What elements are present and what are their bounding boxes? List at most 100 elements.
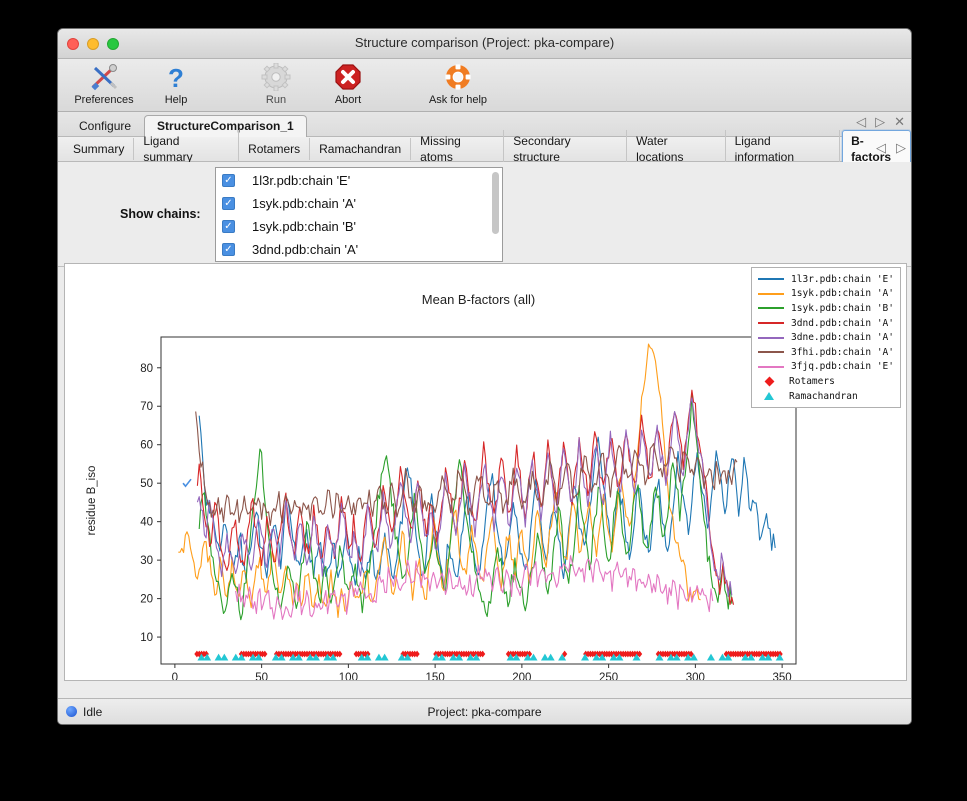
ramachandran-marker bbox=[203, 653, 212, 661]
legend-item: 1syk.pdb:chain 'B' bbox=[756, 301, 894, 316]
legend-line-swatch bbox=[758, 322, 785, 325]
ramachandran-marker bbox=[403, 653, 412, 661]
ramachandran-marker bbox=[523, 653, 532, 661]
ramachandran-marker bbox=[529, 653, 538, 661]
tab-b-factors[interactable]: B-factors bbox=[842, 130, 911, 168]
chain-list-item[interactable]: ✓ 1syk.pdb:chain 'B' bbox=[216, 216, 502, 237]
tab-secondary-structure[interactable]: Secondary structure bbox=[504, 130, 628, 168]
rotamer-marker bbox=[636, 650, 643, 658]
ramachandran-marker bbox=[741, 653, 750, 661]
preferences-button[interactable]: Preferences bbox=[68, 59, 140, 111]
checkmark-icon bbox=[182, 478, 192, 488]
inner-tab-prev-icon[interactable]: ◁ bbox=[876, 140, 886, 155]
minimize-window-button[interactable] bbox=[87, 38, 99, 50]
chain-checkbox[interactable]: ✓ bbox=[222, 197, 235, 210]
ramachandran-marker bbox=[546, 653, 555, 661]
window-title: Structure comparison (Project: pka-compa… bbox=[354, 35, 615, 50]
legend-label: 3fhi.pdb:chain 'A' bbox=[791, 346, 894, 358]
ask-for-help-button[interactable]: Ask for help bbox=[412, 59, 504, 111]
tab-ramachandran[interactable]: Ramachandran bbox=[310, 138, 412, 160]
legend-line-swatch bbox=[758, 292, 785, 295]
y-tick-label: 70 bbox=[140, 401, 153, 413]
legend-line-swatch bbox=[758, 351, 785, 354]
tab-water-locations[interactable]: Water locations bbox=[627, 130, 726, 168]
rotamer-marker bbox=[562, 650, 568, 658]
legend-label: 1l3r.pdb:chain 'E' bbox=[791, 273, 894, 285]
ramachandran-marker bbox=[197, 653, 206, 661]
toolbar-spacer bbox=[212, 59, 240, 111]
ramachandran-marker bbox=[437, 653, 446, 661]
legend-label: 3dnd.pdb:chain 'A' bbox=[791, 317, 894, 329]
chain-list-item[interactable]: ✓ 3dnd.pdb:chain 'A' bbox=[216, 239, 502, 260]
outer-tab-next-icon[interactable]: ▷ bbox=[875, 114, 886, 129]
x-tick-label: 100 bbox=[339, 672, 358, 681]
ramachandran-marker bbox=[747, 653, 756, 661]
tab-configure[interactable]: Configure bbox=[79, 119, 132, 133]
chain-list-scrollbar[interactable] bbox=[492, 172, 499, 234]
legend-label: Ramachandran bbox=[789, 390, 858, 402]
ramachandran-marker bbox=[294, 653, 303, 661]
abort-button[interactable]: Abort bbox=[312, 59, 384, 111]
x-tick-label: 350 bbox=[773, 672, 792, 681]
legend-item: 3fhi.pdb:chain 'A' bbox=[756, 345, 894, 360]
outer-tab-nav: ◁ ▷ ✕ bbox=[856, 115, 905, 128]
chain-checkbox[interactable]: ✓ bbox=[222, 220, 235, 233]
ramachandran-marker bbox=[666, 653, 675, 661]
close-window-button[interactable] bbox=[67, 38, 79, 50]
ramachandran-marker bbox=[254, 653, 263, 661]
tab-ligand-summary[interactable]: Ligand summary bbox=[134, 130, 240, 168]
x-tick-label: 300 bbox=[686, 672, 705, 681]
ramachandran-marker bbox=[672, 653, 681, 661]
tab-missing-atoms[interactable]: Missing atoms bbox=[411, 130, 505, 168]
y-tick-label: 10 bbox=[140, 632, 153, 644]
legend-label: Rotamers bbox=[789, 375, 835, 387]
zoom-window-button[interactable] bbox=[107, 38, 119, 50]
tab-structurecomparison-1[interactable]: StructureComparison_1 bbox=[144, 115, 307, 137]
chain-checkbox[interactable]: ✓ bbox=[222, 174, 235, 187]
outer-tab-close-icon[interactable]: ✕ bbox=[894, 114, 905, 129]
legend-item: 1l3r.pdb:chain 'E' bbox=[756, 272, 894, 287]
tools-icon bbox=[89, 61, 119, 93]
ramachandran-marker bbox=[609, 653, 618, 661]
ramachandran-marker bbox=[248, 653, 257, 661]
ramachandran-marker bbox=[764, 653, 773, 661]
chain-list-item[interactable]: ✓ 1syk.pdb:chain 'A' bbox=[216, 193, 502, 214]
life-ring-icon bbox=[444, 61, 472, 93]
tab-rotamers[interactable]: Rotamers bbox=[239, 138, 311, 160]
ramachandran-marker bbox=[214, 653, 223, 661]
ramachandran-marker bbox=[466, 653, 475, 661]
ramachandran-marker bbox=[632, 653, 641, 661]
ramachandran-marker bbox=[271, 653, 280, 661]
legend-line-swatch bbox=[758, 278, 785, 281]
outer-tab-prev-icon[interactable]: ◁ bbox=[856, 114, 867, 129]
ramachandran-marker bbox=[289, 653, 298, 661]
tab-ligand-information[interactable]: Ligand information bbox=[726, 130, 841, 168]
ramachandran-marker bbox=[558, 653, 567, 661]
diamond-icon bbox=[764, 376, 774, 387]
legend-item: 3fjq.pdb:chain 'E' bbox=[756, 360, 894, 375]
legend-item: 3dnd.pdb:chain 'A' bbox=[756, 316, 894, 331]
run-button[interactable]: Run bbox=[240, 59, 312, 111]
help-label: Help bbox=[164, 94, 188, 106]
rotamer-marker bbox=[337, 650, 343, 658]
help-button[interactable]: ? Help bbox=[140, 59, 212, 111]
triangle-icon bbox=[764, 392, 775, 401]
legend-label: 1syk.pdb:chain 'B' bbox=[791, 302, 894, 314]
series-line bbox=[195, 411, 738, 527]
gear-icon bbox=[261, 61, 291, 93]
x-tick-label: 50 bbox=[255, 672, 268, 681]
chain-checkbox[interactable]: ✓ bbox=[222, 243, 235, 256]
tab-summary[interactable]: Summary bbox=[64, 138, 135, 160]
y-tick-label: 80 bbox=[140, 363, 153, 375]
ramachandran-marker bbox=[706, 653, 715, 661]
y-tick-label: 60 bbox=[140, 440, 153, 452]
chain-list[interactable]: ✓ 1l3r.pdb:chain 'E' ✓ 1syk.pdb:chain 'A… bbox=[215, 167, 503, 262]
ramachandran-marker bbox=[455, 653, 464, 661]
x-tick-label: 0 bbox=[172, 672, 178, 681]
inner-tab-next-icon[interactable]: ▷ bbox=[896, 140, 906, 155]
legend-item: 3dne.pdb:chain 'A' bbox=[756, 330, 894, 345]
legend-line-swatch bbox=[758, 365, 785, 368]
ramachandran-marker bbox=[277, 653, 286, 661]
ramachandran-marker bbox=[363, 653, 372, 661]
chain-list-item[interactable]: ✓ 1l3r.pdb:chain 'E' bbox=[216, 170, 502, 191]
